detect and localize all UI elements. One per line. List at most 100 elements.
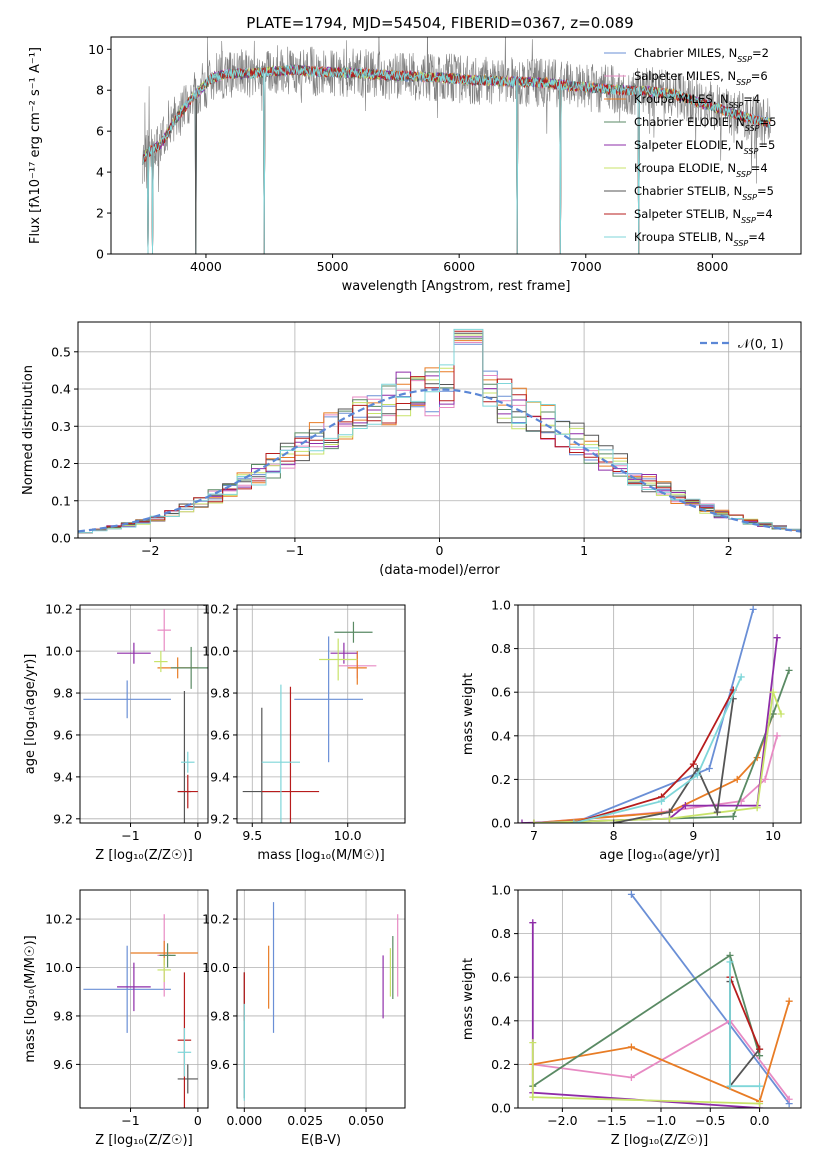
age_vs_z-xlabel: Z [log₁₀(Z/Z☉)] bbox=[95, 848, 192, 863]
age_vs_z-ytick-label: 10.0 bbox=[45, 644, 73, 659]
weight_vs_age-xtick-label: 7 bbox=[530, 828, 538, 843]
mass_vs_ebv-xtick-label: 0.050 bbox=[348, 1113, 384, 1128]
mass_vs_z-panel: −1 0 9.6 9.8 10.0 10.2 Z [log₁₀(Z/Z☉)] mass [lo… bbox=[23, 889, 209, 1148]
mass_vs_z-ytick-label: 10.0 bbox=[45, 960, 73, 975]
residuals-xtick-label: 1 bbox=[580, 543, 588, 558]
weight_vs_z-series-point-2-1 bbox=[627, 1043, 635, 1051]
weight_vs_z-series-point-0-0 bbox=[627, 890, 635, 898]
weight_vs_z-ytick-label: 0.4 bbox=[491, 1013, 511, 1028]
weight_vs_age-xtick-label: 9 bbox=[689, 828, 697, 843]
weight_vs_age-xtick-label: 8 bbox=[610, 828, 618, 843]
weight_vs_z-xtick-label: −0.5 bbox=[695, 1113, 725, 1128]
age_vs_mass-plot-area bbox=[242, 621, 377, 823]
weight_vs_z-series-line-1 bbox=[532, 1019, 790, 1100]
spectrum-ylabel: Flux [fλ10⁻¹⁷ erg cm⁻² s⁻¹ A⁻¹] bbox=[28, 47, 43, 244]
weight_vs_age-series-point-1-4 bbox=[773, 732, 781, 740]
weight_vs_age-series-point-0-2 bbox=[749, 605, 757, 613]
weight_vs_age-series-point-2-2 bbox=[733, 775, 741, 783]
weight_vs_age-series-point-3-4 bbox=[785, 666, 793, 674]
age_vs_z-frame bbox=[79, 604, 209, 824]
weight_vs_age-series-point-8-0 bbox=[570, 819, 578, 823]
mass_vs_z-xtick-label: −1 bbox=[121, 1113, 139, 1128]
weight_vs_z-series-point-5-2 bbox=[756, 1100, 764, 1108]
mass_vs_ebv-frame bbox=[236, 889, 406, 1109]
spectrum-data-line bbox=[142, 37, 771, 193]
mass_vs_ebv-xtick-label: 0.025 bbox=[287, 1113, 323, 1128]
weight_vs_z-plot-area bbox=[529, 890, 793, 1108]
weight_vs_age-series-line-0 bbox=[573, 609, 755, 823]
weight_vs_age-ytick-label: 0.6 bbox=[491, 685, 511, 700]
weight_vs_age-series-point-4-4 bbox=[773, 634, 781, 642]
weight_vs_z-series-point-5-0 bbox=[529, 1039, 537, 1047]
weight_vs_age-xlabel: age [log₁₀(age/yr)] bbox=[599, 848, 720, 863]
age_vs_mass-ytick-label: 9.4 bbox=[210, 769, 230, 784]
weight_vs_age-ytick-label: 0.8 bbox=[491, 641, 511, 656]
weight_vs_age-series-point-6-1 bbox=[665, 808, 673, 816]
weight_vs_age-series-point-7-2 bbox=[689, 760, 697, 768]
residuals-ytick-label: 0.1 bbox=[51, 493, 71, 508]
weight_vs_age-frame bbox=[517, 604, 802, 824]
spectrum-legend: Chabrier MILES, NSSP=2 Salpeter MILES, NS… bbox=[604, 46, 776, 248]
residuals-xtick-label: 0 bbox=[436, 543, 444, 558]
residuals-xtick-label: −1 bbox=[286, 543, 304, 558]
weight_vs_z-xtick-label: 0.0 bbox=[750, 1113, 770, 1128]
residuals-xtick-label: −2 bbox=[141, 543, 159, 558]
spectrum-panel: 4000 5000 6000 7000 8000 0 2 4 6 8 10 wavelength [A… bbox=[28, 36, 802, 294]
age_vs_mass-xtick-label: 10.0 bbox=[334, 828, 362, 843]
weight_vs_z-ytick-label: 0.0 bbox=[491, 1101, 511, 1116]
weight_vs_age-series-point-5-0 bbox=[530, 819, 538, 823]
weight_vs_age-ytick-label: 0.4 bbox=[491, 728, 511, 743]
weight_vs_z-series-line-2 bbox=[532, 1000, 791, 1103]
legend-label-normal: 𝒩(0, 1) bbox=[738, 336, 784, 351]
weight_vs_age-series-point-5-3 bbox=[769, 688, 777, 696]
weight_vs_z-series-line-7 bbox=[729, 976, 761, 1050]
spectrum-ytick-label: 0 bbox=[96, 247, 104, 262]
mass_vs_z-frame bbox=[79, 889, 209, 1109]
mass_vs_z-plot-area bbox=[83, 914, 198, 1108]
mass_vs_z-ytick-label: 9.6 bbox=[53, 1057, 73, 1072]
mass_vs_z-ytick-label: 10.2 bbox=[45, 912, 73, 927]
spectrum-xtick-label: 5000 bbox=[317, 259, 349, 274]
weight_vs_age-series-point-5-4 bbox=[777, 710, 785, 718]
legend-label-1: Salpeter MILES, NSSP=6 bbox=[634, 69, 768, 87]
weight_vs_age-series-point-0-1 bbox=[705, 765, 713, 772]
weight_vs_z-series-point-3-2 bbox=[756, 1052, 764, 1060]
weight_vs_z-series-line-0 bbox=[630, 893, 790, 1105]
age_vs_mass-ytick-label: 9.2 bbox=[210, 811, 230, 826]
weight_vs_z-xtick-label: −2.0 bbox=[547, 1113, 577, 1128]
weight_vs_z-panel: −2.0 −1.5 −1.0 −0.5 0.0 0.0 0.2 0.4 0.6 0.8 1.0 Z [… bbox=[461, 883, 802, 1148]
weight_vs_age-ytick-label: 0.0 bbox=[491, 816, 511, 831]
legend-label-8: Kroupa STELIB, NSSP=4 bbox=[634, 230, 765, 248]
age_vs_z-ylabel: age [log₁₀(age/yr)] bbox=[23, 654, 38, 775]
spectrum-xtick-label: 4000 bbox=[190, 259, 222, 274]
weight_vs_z-series-point-2-3 bbox=[785, 997, 793, 1005]
residuals-ytick-label: 0.4 bbox=[51, 382, 71, 397]
weight_vs_z-series-point-1-1 bbox=[627, 1073, 635, 1081]
age_vs_z-ytick-label: 9.6 bbox=[53, 727, 73, 742]
spectrum-ytick-label: 4 bbox=[96, 165, 104, 180]
weight_vs_z-series-line-6 bbox=[729, 981, 761, 1089]
residuals-ytick-label: 0.5 bbox=[51, 344, 71, 359]
weight_vs_age-series-line-5 bbox=[533, 691, 782, 823]
residuals-plot-area bbox=[78, 328, 801, 534]
legend-label-6: Chabrier STELIB, NSSP=5 bbox=[634, 184, 774, 202]
residuals-xlabel: (data-model)/error bbox=[379, 563, 500, 578]
weight_vs_age-plot-area bbox=[518, 605, 793, 823]
weight_vs_z-series-line-4 bbox=[531, 922, 760, 1108]
weight_vs_z-series-point-4-0 bbox=[529, 919, 537, 927]
weight_vs_age-series-point-3-2 bbox=[729, 812, 737, 820]
residuals-xtick-label: 2 bbox=[725, 543, 733, 558]
weight_vs_age-series-line-4 bbox=[521, 637, 778, 823]
mass_vs_z-ytick-label: 9.8 bbox=[53, 1008, 73, 1023]
age_vs_z-xtick-label: −1 bbox=[121, 828, 139, 843]
weight_vs_z-xtick-label: −1.5 bbox=[596, 1113, 626, 1128]
mass_vs_ebv-ytick-label: 10.2 bbox=[202, 912, 230, 927]
residuals-ytick-label: 0.3 bbox=[51, 419, 71, 434]
age_vs_z-ytick-label: 9.8 bbox=[53, 686, 73, 701]
age_vs_mass-xlabel: mass [log₁₀(M/M☉)] bbox=[257, 848, 384, 863]
age_vs_mass-ytick-label: 9.6 bbox=[210, 727, 230, 742]
age_vs_mass-panel: 9.5 10.0 9.2 9.4 9.6 9.8 10.0 10.2 mass [log₁₀(M… bbox=[202, 602, 406, 863]
weight_vs_z-series-point-8-0 bbox=[726, 958, 734, 966]
mass_vs_ebv-ytick-label: 10.0 bbox=[202, 960, 230, 975]
weight_vs_z-ylabel: mass weight bbox=[461, 958, 476, 1040]
